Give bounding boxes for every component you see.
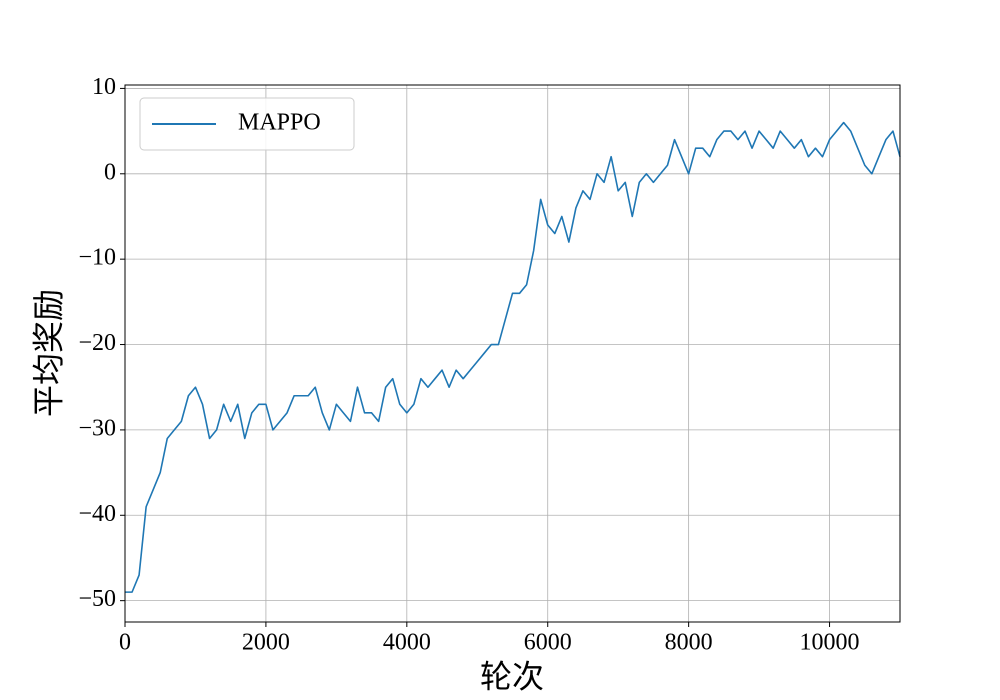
x-tick-label: 2000 (242, 630, 290, 656)
x-tick-label: 10000 (800, 630, 860, 656)
x-tick-label: 0 (119, 630, 131, 656)
x-axis-label: 轮次 (480, 658, 544, 694)
y-axis-label: 平均奖励 (30, 289, 66, 417)
y-tick-label: 10 (92, 74, 116, 100)
y-tick-label: −50 (78, 586, 116, 612)
legend-box (139, 97, 355, 151)
y-tick-label: −40 (78, 501, 116, 527)
x-tick-label: 6000 (524, 630, 572, 656)
data-line (125, 121, 901, 593)
y-tick-label: −10 (78, 245, 116, 271)
y-tick-label: −20 (78, 330, 116, 356)
y-tick-label: −30 (78, 415, 116, 441)
plot-frame (124, 84, 901, 623)
y-tick-label: 0 (104, 159, 116, 185)
x-tick-label: 4000 (383, 630, 431, 656)
legend-label: MAPPO (238, 110, 321, 136)
x-tick-label: 8000 (665, 630, 713, 656)
plot-area (124, 85, 901, 622)
